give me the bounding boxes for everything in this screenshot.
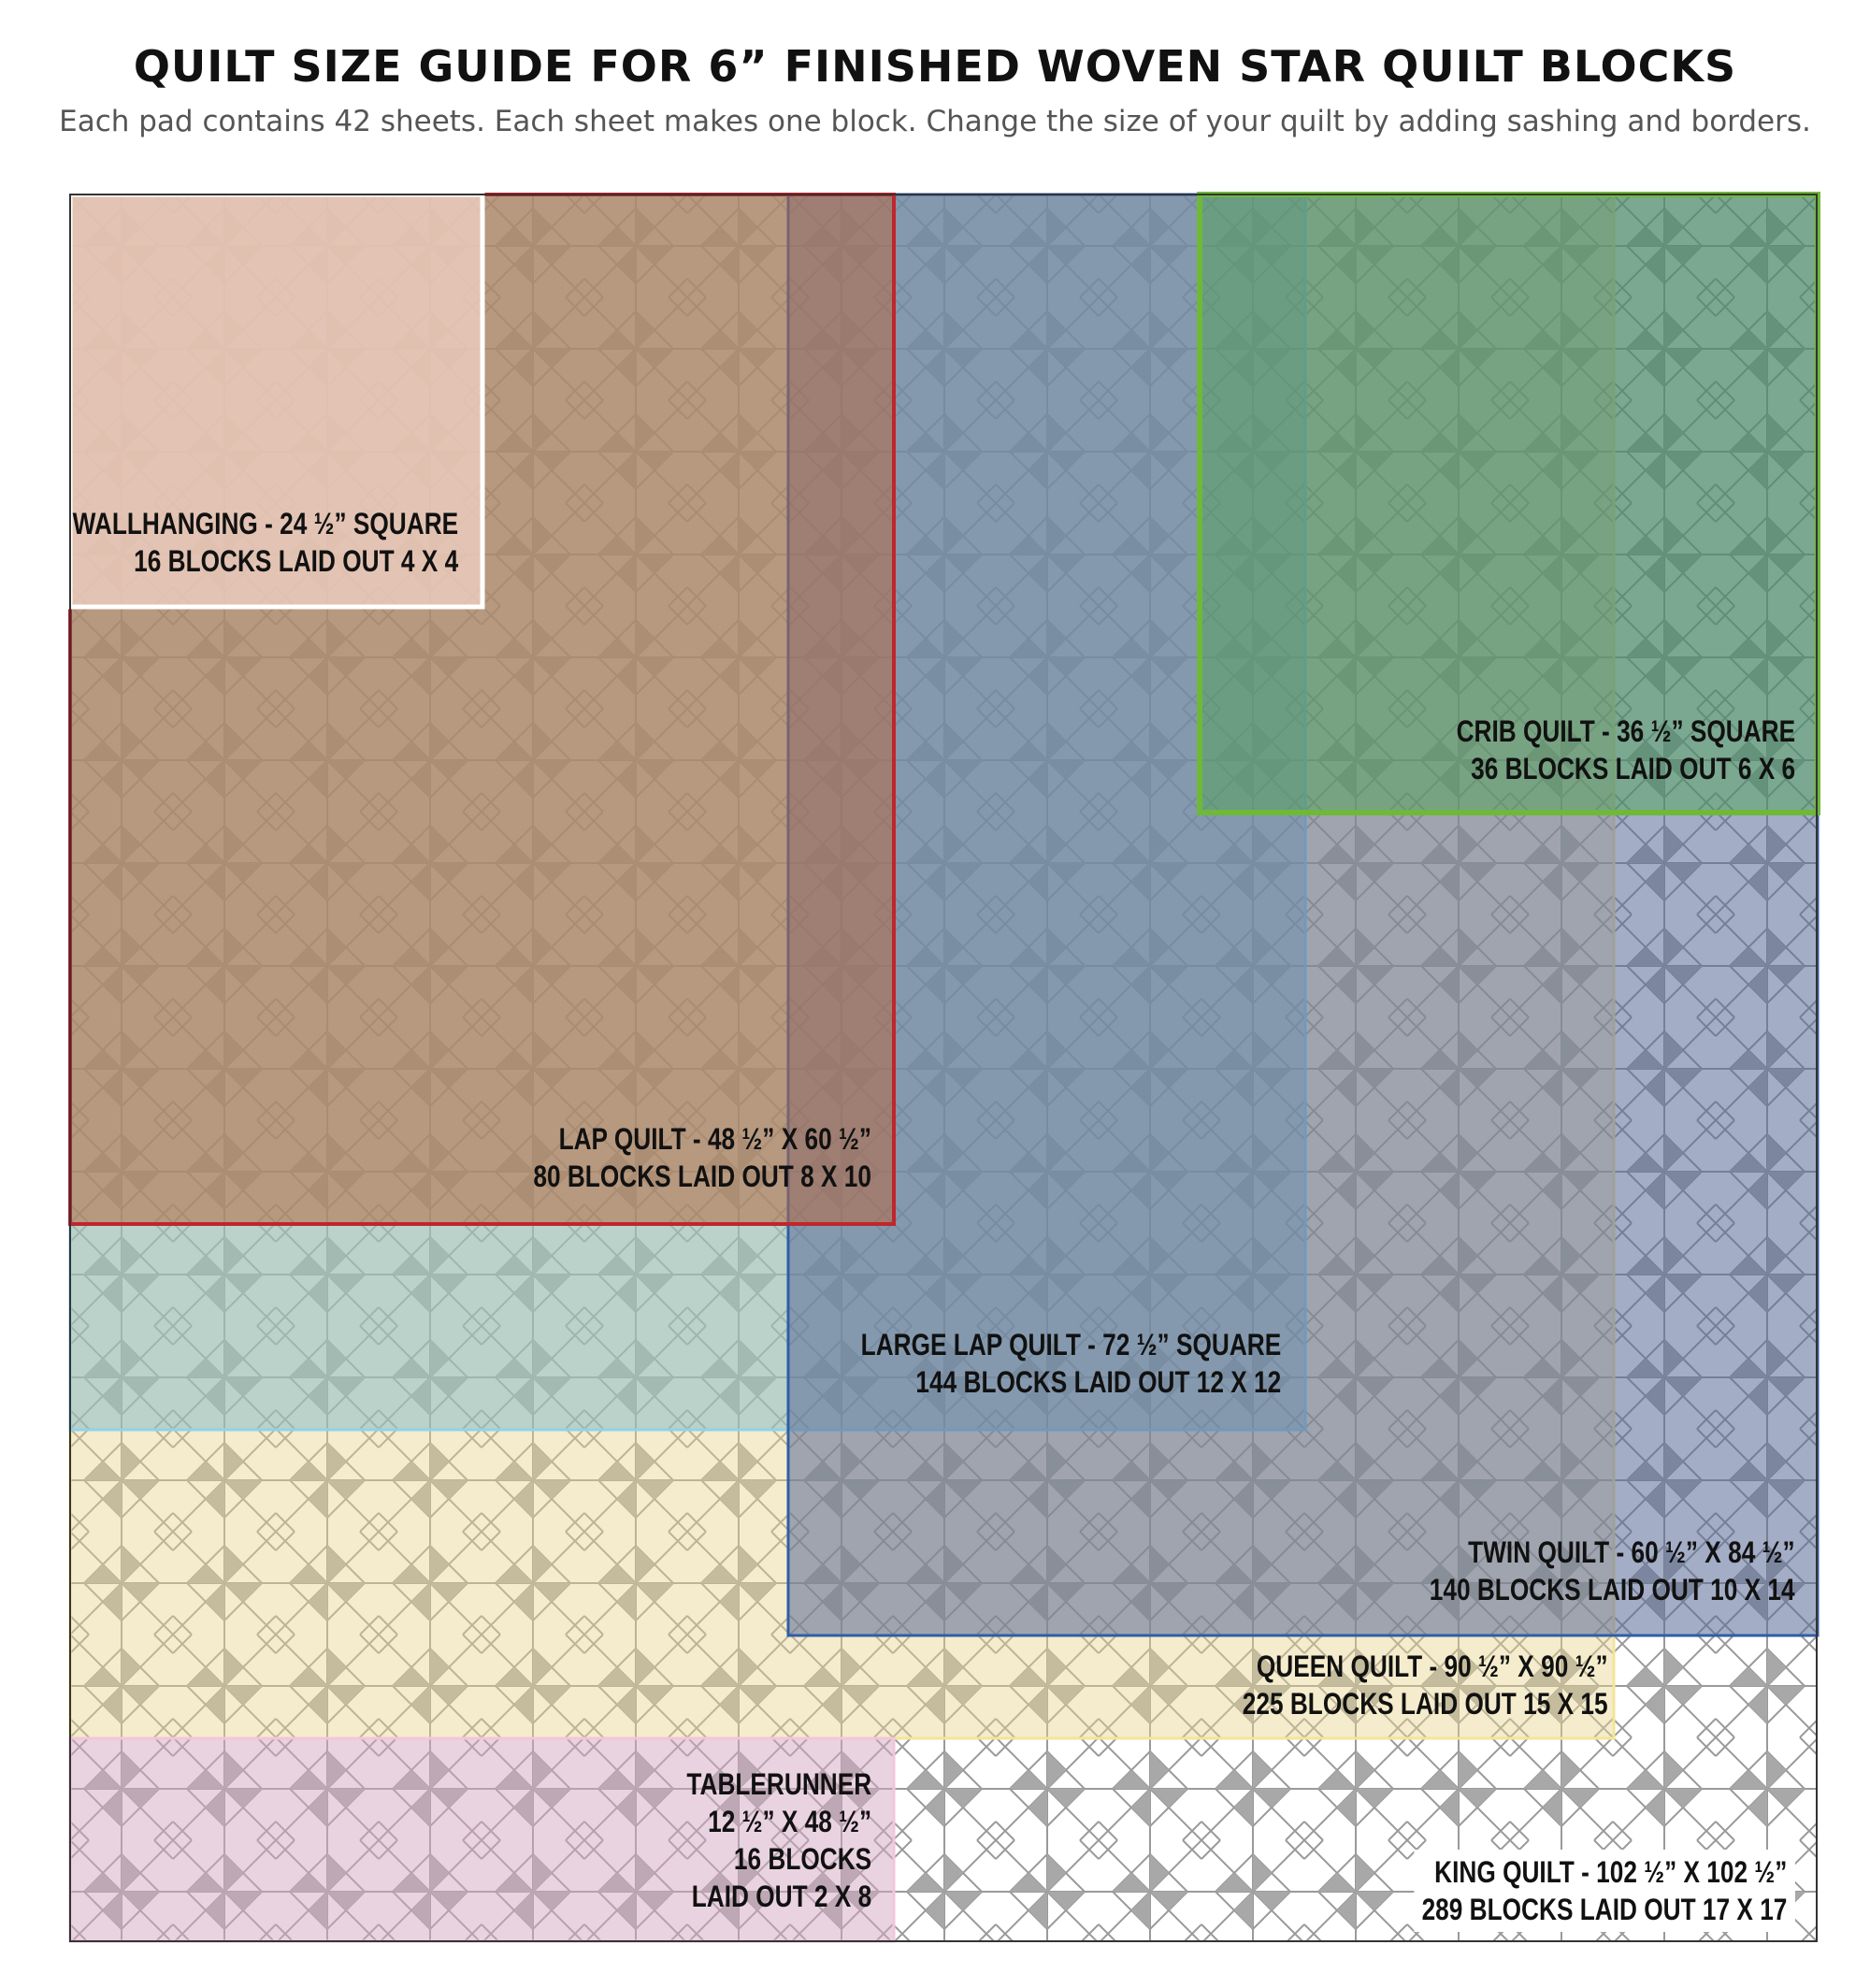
queen-quilt-label-line2: 225 BLOCKS LAID OUT 15 X 15 [1243, 1687, 1608, 1721]
large-lap-quilt-label-line2: 144 BLOCKS LAID OUT 12 X 12 [915, 1365, 1281, 1399]
page-title: QUILT SIZE GUIDE FOR 6” FINISHED WOVEN S… [133, 41, 1737, 92]
queen-quilt-label-line1: QUEEN QUILT - 90 ½” X 90 ½” [1257, 1649, 1608, 1683]
page-subtitle: Each pad contains 42 sheets. Each sheet … [59, 105, 1811, 138]
twin-quilt-label-line2: 140 BLOCKS LAID OUT 10 X 14 [1430, 1573, 1795, 1606]
crib-quilt-area [1197, 192, 1820, 815]
queen-quilt-label: QUEEN QUILT - 90 ½” X 90 ½” 225 BLOCKS L… [1243, 1648, 1608, 1722]
tablerunner-label-line3: 16 BLOCKS [733, 1842, 871, 1876]
king-quilt-label-line1: KING QUILT - 102 ½” X 102 ½” [1434, 1855, 1788, 1889]
large-lap-quilt-label: LARGE LAP QUILT - 72 ½” SQUARE 144 BLOCK… [860, 1326, 1281, 1401]
tablerunner-label-line1: TABLERUNNER [686, 1767, 871, 1801]
twin-quilt-label: TWIN QUILT - 60 ½” X 84 ½” 140 BLOCKS LA… [1430, 1534, 1795, 1608]
tablerunner-label-line2: 12 ½” X 48 ½” [707, 1805, 871, 1838]
large-lap-quilt-label-line1: LARGE LAP QUILT - 72 ½” SQUARE [860, 1328, 1281, 1361]
twin-quilt-area [786, 193, 1820, 1637]
king-quilt-label: KING QUILT - 102 ½” X 102 ½” 289 BLOCKS … [1414, 1850, 1795, 1932]
lap-quilt-label-line2: 80 BLOCKS LAID OUT 8 X 10 [533, 1160, 871, 1193]
wallhanging-label: WALLHANGING - 24 ½” SQUARE 16 BLOCKS LAI… [72, 505, 458, 580]
lap-quilt-label-line1: LAP QUILT - 48 ½” X 60 ½” [558, 1122, 871, 1156]
king-quilt-border [69, 194, 1818, 1942]
crib-quilt-label-line2: 36 BLOCKS LAID OUT 6 X 6 [1470, 752, 1795, 785]
crib-quilt-label-line1: CRIB QUILT - 36 ½” SQUARE [1456, 714, 1795, 748]
wallhanging-label-line1: WALLHANGING - 24 ½” SQUARE [72, 507, 458, 540]
twin-quilt-label-line1: TWIN QUILT - 60 ½” X 84 ½” [1468, 1535, 1795, 1569]
crib-quilt-label: CRIB QUILT - 36 ½” SQUARE 36 BLOCKS LAID… [1456, 713, 1795, 787]
tablerunner-label-line4: LAID OUT 2 X 8 [691, 1880, 871, 1913]
lap-quilt-label: LAP QUILT - 48 ½” X 60 ½” 80 BLOCKS LAID… [533, 1120, 871, 1195]
wallhanging-label-line2: 16 BLOCKS LAID OUT 4 X 4 [133, 544, 458, 578]
tablerunner-label: TABLERUNNER 12 ½” X 48 ½” 16 BLOCKS LAID… [686, 1765, 871, 1915]
king-quilt-label-line2: 289 BLOCKS LAID OUT 17 X 17 [1422, 1893, 1788, 1926]
